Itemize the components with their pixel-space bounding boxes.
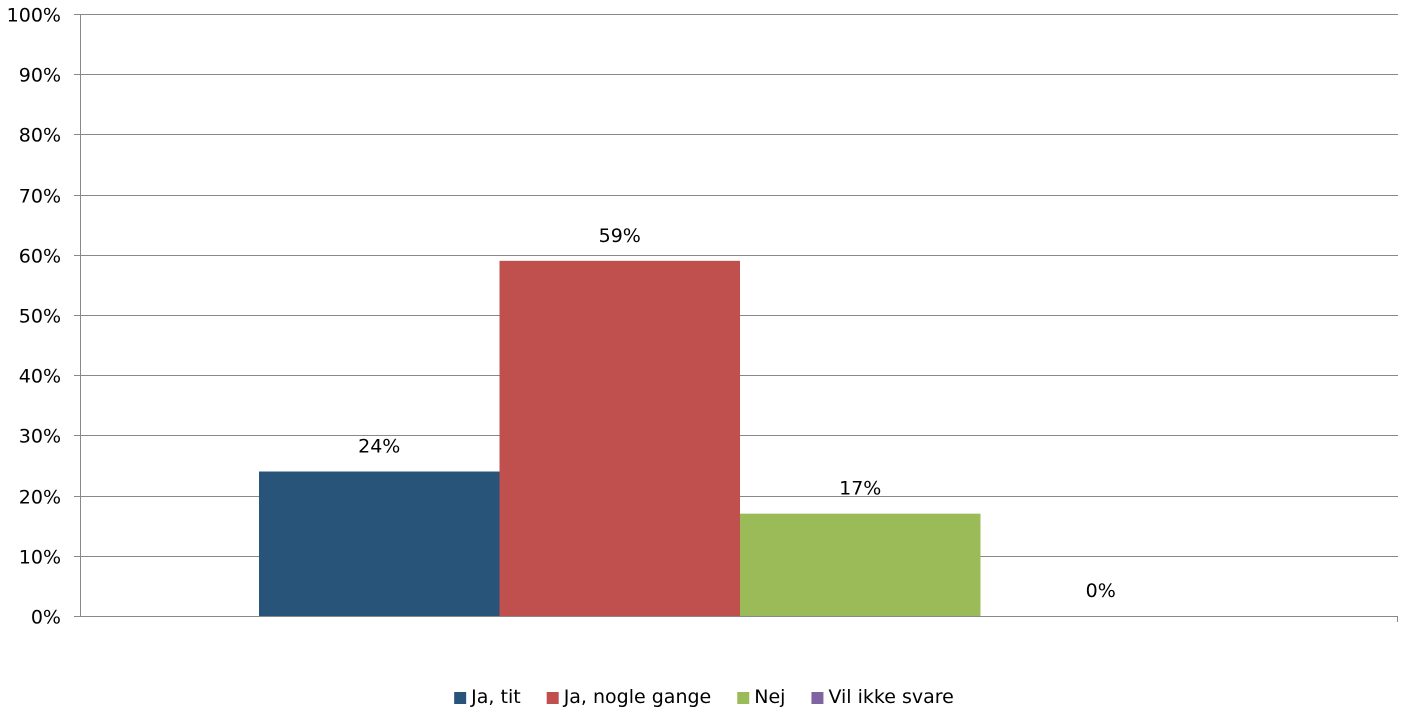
data-label: 59% (599, 225, 641, 247)
y-tick-label: 50% (19, 306, 61, 328)
bar-ja-tit (259, 471, 500, 616)
legend-label: Ja, nogle gange (563, 686, 712, 708)
legend-label: Nej (754, 686, 785, 708)
y-tick-label: 40% (19, 366, 61, 388)
legend-swatch (454, 692, 467, 704)
y-tick-label: 0% (31, 607, 61, 629)
legend-swatch (546, 692, 559, 704)
legend-label: Ja, tit (470, 686, 521, 708)
y-tick-label: 10% (19, 547, 61, 569)
data-label: 24% (358, 436, 400, 458)
legend-label: Vil ikke svare (828, 686, 953, 708)
y-tick-label: 20% (19, 487, 61, 509)
y-tick-label: 70% (19, 186, 61, 208)
y-tick-label: 30% (19, 426, 61, 448)
legend: Ja, tit Ja, nogle gange Nej Vil ikke svare (454, 686, 954, 708)
data-label: 17% (839, 478, 881, 500)
y-tick-labels: 0% 10% 20% 30% 40% 50% 60% 70% 80% 90% 100% (7, 5, 61, 629)
data-labels: 24% 59% 17% 0% (358, 225, 1116, 602)
y-tick-label: 80% (19, 125, 61, 147)
axes (74, 14, 1398, 622)
legend-swatch (811, 692, 824, 704)
y-tick-label: 60% (19, 246, 61, 268)
bars (259, 260, 981, 616)
bar-ja-nogle-gange (499, 260, 740, 616)
legend-swatch (737, 692, 750, 704)
bar-nej (740, 513, 981, 616)
y-tick-label: 100% (7, 5, 61, 27)
data-label: 0% (1086, 580, 1116, 602)
y-tick-label: 90% (19, 65, 61, 87)
